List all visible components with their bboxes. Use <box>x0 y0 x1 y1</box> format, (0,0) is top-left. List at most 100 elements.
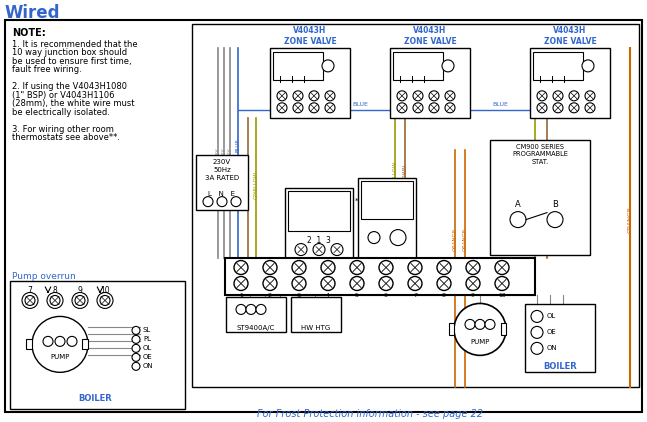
Text: 7: 7 <box>28 287 32 295</box>
Text: OE: OE <box>143 354 153 360</box>
Bar <box>225 257 535 295</box>
Circle shape <box>263 276 277 290</box>
Text: CM900 SERIES
PROGRAMMABLE
STAT.: CM900 SERIES PROGRAMMABLE STAT. <box>512 144 568 165</box>
Text: NOTE:: NOTE: <box>12 28 46 38</box>
Circle shape <box>313 243 325 256</box>
Circle shape <box>309 103 319 113</box>
Text: BLUE: BLUE <box>352 102 368 107</box>
Text: PL: PL <box>143 336 151 342</box>
Bar <box>288 191 350 230</box>
Bar <box>501 323 506 335</box>
Circle shape <box>231 197 241 207</box>
Circle shape <box>429 91 439 101</box>
Circle shape <box>413 103 423 113</box>
Text: G/YELLOW: G/YELLOW <box>254 170 259 199</box>
Text: 9: 9 <box>78 287 82 295</box>
Text: A: A <box>515 200 521 209</box>
Circle shape <box>97 292 113 308</box>
Circle shape <box>437 260 451 274</box>
Text: OL: OL <box>547 314 556 319</box>
Circle shape <box>547 211 563 227</box>
Circle shape <box>246 304 256 314</box>
Circle shape <box>585 103 595 113</box>
Text: 9: 9 <box>471 293 475 298</box>
Text: 3. For wiring other room: 3. For wiring other room <box>12 125 114 134</box>
Circle shape <box>55 336 65 346</box>
Circle shape <box>309 91 319 101</box>
Text: Pump overrun: Pump overrun <box>12 271 76 281</box>
Circle shape <box>331 243 343 256</box>
Circle shape <box>465 319 475 330</box>
Text: BLUE: BLUE <box>236 138 241 151</box>
Bar <box>285 188 353 260</box>
Circle shape <box>510 211 526 227</box>
Text: PUMP: PUMP <box>470 339 490 345</box>
Circle shape <box>475 319 485 330</box>
Circle shape <box>203 197 213 207</box>
Circle shape <box>445 91 455 101</box>
Circle shape <box>234 260 248 274</box>
Circle shape <box>321 260 335 274</box>
Circle shape <box>293 91 303 101</box>
Circle shape <box>295 243 307 256</box>
Bar <box>390 48 470 118</box>
Circle shape <box>277 103 287 113</box>
Text: OE: OE <box>547 330 557 335</box>
Circle shape <box>22 292 38 308</box>
Text: N: N <box>239 307 243 312</box>
Bar <box>449 323 454 335</box>
Circle shape <box>437 276 451 290</box>
Circle shape <box>537 91 547 101</box>
Text: 1: 1 <box>239 293 243 298</box>
Bar <box>82 339 88 349</box>
Text: 8: 8 <box>52 287 58 295</box>
Circle shape <box>132 344 140 352</box>
Circle shape <box>236 304 246 314</box>
Circle shape <box>325 91 335 101</box>
Text: ST9400A/C: ST9400A/C <box>237 325 275 331</box>
Text: ORANGE: ORANGE <box>628 206 633 233</box>
Bar <box>291 298 341 333</box>
Text: ORANGE: ORANGE <box>452 228 457 251</box>
Text: BROWN: BROWN <box>545 159 549 180</box>
Circle shape <box>132 326 140 334</box>
Text: T6360B
ROOM STAT.: T6360B ROOM STAT. <box>298 196 340 209</box>
Text: B: B <box>552 200 558 209</box>
Circle shape <box>429 103 439 113</box>
Text: 6: 6 <box>384 293 388 298</box>
Text: V4043H
ZONE VALVE
HTG1: V4043H ZONE VALVE HTG1 <box>283 26 336 57</box>
Bar <box>361 181 413 219</box>
Text: MOTOR: MOTOR <box>286 58 310 63</box>
Circle shape <box>531 311 543 322</box>
Circle shape <box>50 295 60 306</box>
Text: L   N   E: L N E <box>208 191 236 197</box>
Text: 230V
50Hz
3A RATED: 230V 50Hz 3A RATED <box>205 159 239 181</box>
Text: GREY: GREY <box>221 147 226 162</box>
Circle shape <box>100 295 110 306</box>
Text: 4: 4 <box>326 293 330 298</box>
Text: fault free wiring.: fault free wiring. <box>12 65 82 74</box>
Circle shape <box>67 336 77 346</box>
Circle shape <box>537 103 547 113</box>
Text: MOTOR: MOTOR <box>546 58 570 63</box>
Text: PUMP: PUMP <box>50 354 70 360</box>
Circle shape <box>132 335 140 344</box>
Circle shape <box>72 292 88 308</box>
Text: OL: OL <box>143 345 152 352</box>
Text: ON: ON <box>547 345 558 352</box>
Text: L: L <box>71 339 74 344</box>
Circle shape <box>495 276 509 290</box>
Circle shape <box>368 232 380 243</box>
Text: (28mm), the white wire must: (28mm), the white wire must <box>12 99 135 108</box>
Text: BROWN: BROWN <box>402 164 408 185</box>
Circle shape <box>397 103 407 113</box>
Circle shape <box>569 103 579 113</box>
Circle shape <box>585 91 595 101</box>
Circle shape <box>75 295 85 306</box>
Circle shape <box>322 60 334 72</box>
Text: HW HTG: HW HTG <box>302 325 331 331</box>
Circle shape <box>442 60 454 72</box>
Bar <box>26 339 32 349</box>
Text: G/YELLOW: G/YELLOW <box>393 160 397 189</box>
Circle shape <box>445 103 455 113</box>
